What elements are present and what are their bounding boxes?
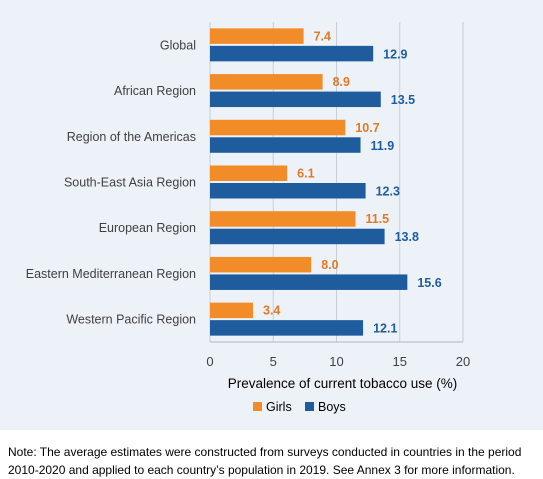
category-label: Region of the Americas <box>67 130 196 144</box>
category-label: African Region <box>114 84 196 98</box>
x-tick-label: 10 <box>329 354 343 369</box>
x-tick-label: 5 <box>270 354 277 369</box>
bar-girls <box>210 211 356 227</box>
bar-boys <box>210 183 366 199</box>
x-axis-title: Prevalence of current tobacco use (%) <box>228 376 458 391</box>
bar-girls <box>210 119 346 136</box>
legend-label-boys: Boys <box>318 400 346 414</box>
bar-boys <box>210 91 381 108</box>
category-label: Global <box>160 38 196 52</box>
bar-girls <box>210 302 254 319</box>
data-label-girls: 7.4 <box>314 29 331 43</box>
legend-label-girls: Girls <box>266 400 292 414</box>
category-label: European Region <box>99 221 196 235</box>
data-label-girls: 11.5 <box>365 212 389 226</box>
data-label-boys: 13.5 <box>391 93 415 107</box>
bar-boys <box>210 137 361 153</box>
data-label-girls: 8.9 <box>333 75 350 89</box>
legend-swatch-girls <box>253 402 262 411</box>
bar-girls <box>210 28 304 44</box>
category-label: Western Pacific Region <box>66 313 196 327</box>
data-label-girls: 3.4 <box>263 304 280 318</box>
category-label: South-East Asia Region <box>64 176 196 190</box>
x-tick-label: 15 <box>393 354 407 369</box>
x-tick-label: 20 <box>456 354 470 369</box>
data-label-boys: 12.3 <box>376 185 400 199</box>
data-label-boys: 15.6 <box>417 276 441 290</box>
data-label-boys: 11.9 <box>371 139 395 153</box>
category-label: Eastern Mediterranean Region <box>26 267 196 281</box>
data-label-girls: 6.1 <box>297 167 314 181</box>
chart-panel: 0 5 10 15 20 Global 7.4 12.9 African Region 8.9 13… <box>0 0 543 430</box>
x-tick-label: 0 <box>206 354 213 369</box>
data-label-boys: 12.9 <box>383 47 407 61</box>
figure-note: Note: The average estimates were constru… <box>8 445 522 477</box>
bar-boys <box>210 45 374 62</box>
bar-girls <box>210 256 312 273</box>
bar-girls <box>210 165 288 181</box>
bar-boys <box>210 320 364 336</box>
legend-swatch-boys <box>305 402 314 411</box>
data-label-girls: 10.7 <box>355 121 379 135</box>
bar-boys <box>210 228 385 245</box>
bar-girls <box>210 74 323 90</box>
bar-chart: 0 5 10 15 20 Global 7.4 12.9 African Region 8.9 13… <box>26 22 470 414</box>
data-label-girls: 8.0 <box>321 258 338 272</box>
bar-boys <box>210 274 408 290</box>
data-label-boys: 13.8 <box>395 230 419 244</box>
data-label-boys: 12.1 <box>373 322 397 336</box>
